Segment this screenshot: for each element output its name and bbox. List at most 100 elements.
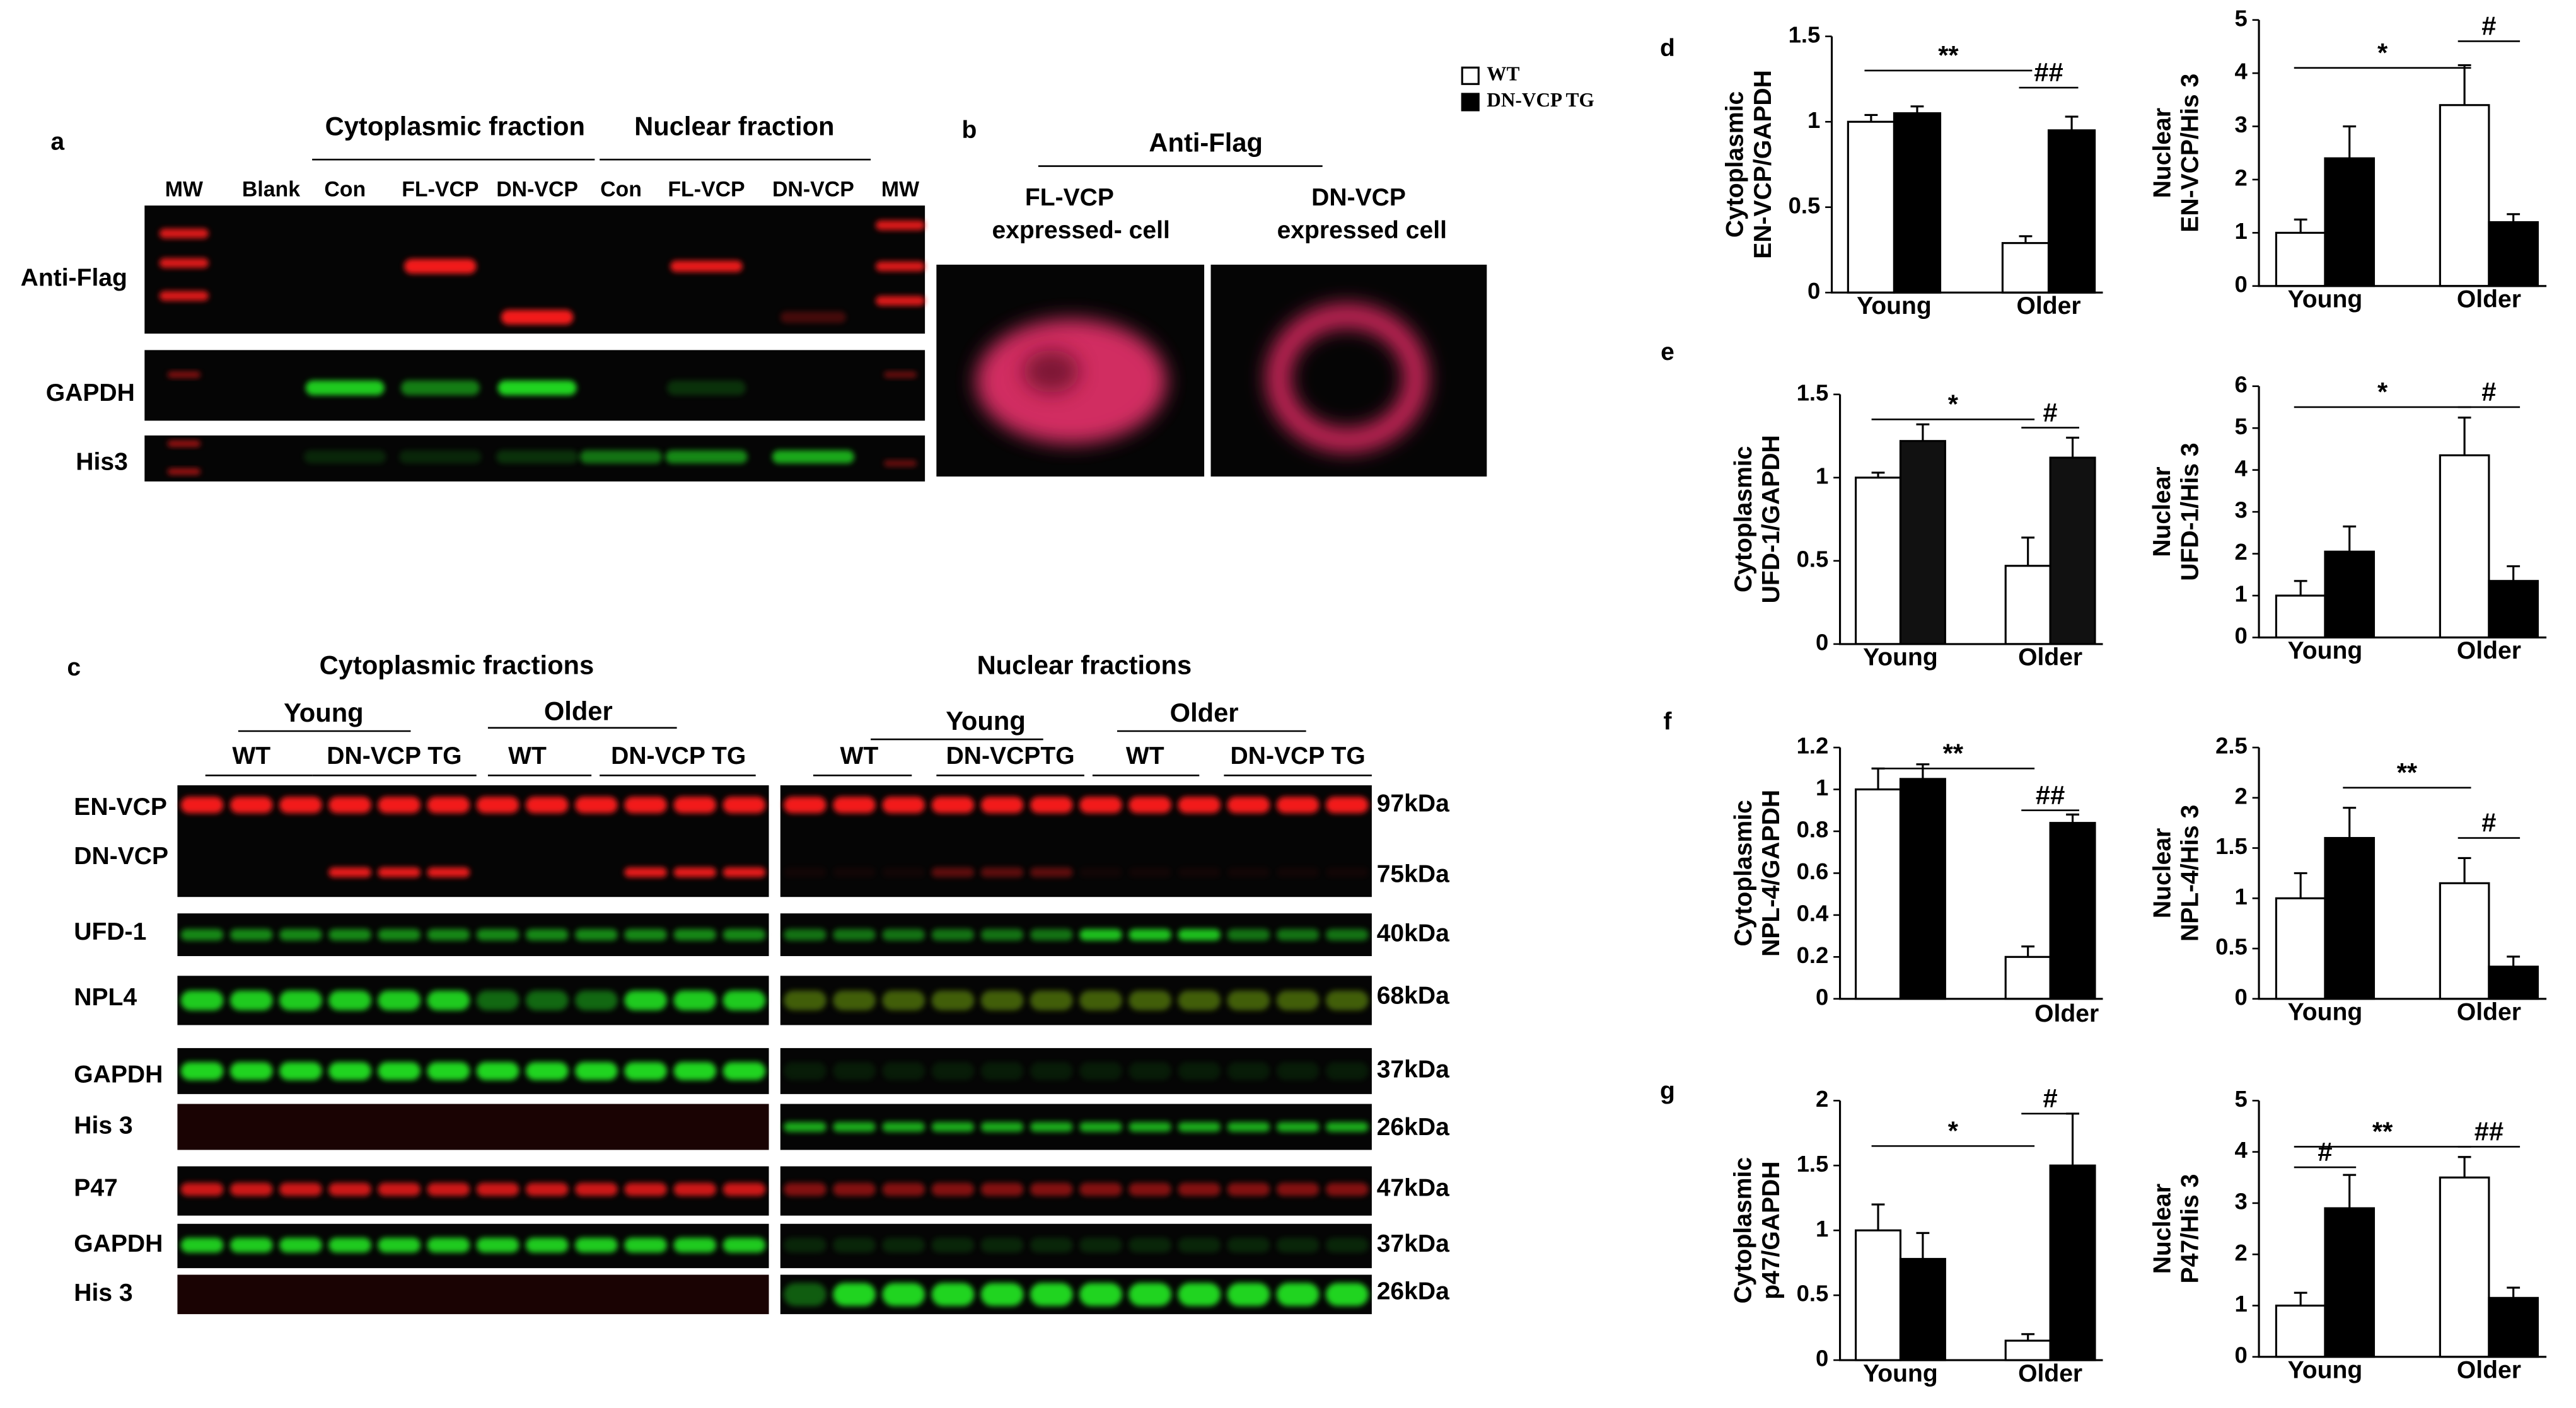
lane-label: DN-VCP xyxy=(496,178,578,202)
band xyxy=(328,929,371,941)
error-bar xyxy=(2294,1291,2307,1306)
panel-letter: c xyxy=(67,654,81,681)
y-tick-label: 1 xyxy=(1816,463,1828,488)
band xyxy=(722,1182,766,1196)
blot xyxy=(780,1047,1372,1094)
band xyxy=(180,1062,224,1080)
band xyxy=(328,867,371,877)
cell-label: expressed- cell xyxy=(992,217,1169,244)
y-tick-label: 0 xyxy=(2235,623,2248,649)
x-tick-label: Young xyxy=(2288,1357,2363,1384)
bar xyxy=(2001,242,2050,294)
band xyxy=(875,220,925,231)
error-bar xyxy=(2343,525,2357,552)
y-axis-label: EN-VCP/His 3 xyxy=(2177,74,2204,233)
error-bar xyxy=(2294,218,2307,233)
band xyxy=(525,797,569,814)
band xyxy=(1030,1122,1073,1132)
band xyxy=(780,311,847,323)
y-tick-label: 1 xyxy=(2235,884,2248,909)
error-bar xyxy=(2343,1174,2357,1209)
x-tick-label: Young xyxy=(1863,644,1938,671)
y-axis-label: EN-VCP/GAPDH xyxy=(1749,70,1777,259)
y-tick-label: 0 xyxy=(1816,984,1828,1010)
band xyxy=(1325,797,1369,814)
band xyxy=(882,1182,925,1196)
significance-label: ** xyxy=(1938,40,1959,70)
band xyxy=(1030,1182,1073,1196)
band xyxy=(722,1062,766,1080)
band xyxy=(722,929,766,941)
significance-label: # xyxy=(2481,377,2496,407)
band xyxy=(180,1182,224,1196)
band xyxy=(1227,867,1270,877)
group-label: WT xyxy=(232,742,270,770)
band xyxy=(1079,1182,1122,1196)
panel-letter: e xyxy=(1661,338,1674,366)
band xyxy=(1178,797,1221,814)
fraction-label: Cytoplasmic fractions xyxy=(320,650,595,679)
band xyxy=(931,1182,975,1196)
band xyxy=(1227,1122,1270,1132)
x-tick-label: Older xyxy=(2457,637,2521,664)
bar xyxy=(2488,966,2539,1000)
bar xyxy=(1855,788,1902,1000)
band xyxy=(882,797,925,814)
band xyxy=(1325,1182,1369,1196)
band xyxy=(1325,1122,1369,1132)
band xyxy=(159,258,209,268)
x-tick-label: Young xyxy=(2288,999,2363,1026)
band xyxy=(1276,867,1320,877)
band xyxy=(400,380,480,396)
error-bar xyxy=(2066,436,2079,458)
bar xyxy=(2324,550,2376,639)
size-label: 97kDa xyxy=(1377,790,1449,817)
y-tick-label: 3 xyxy=(2235,497,2248,523)
blot xyxy=(780,1104,1372,1150)
axis xyxy=(2258,20,2547,287)
band xyxy=(882,990,925,1010)
band xyxy=(180,990,224,1010)
y-tick-label: 2 xyxy=(2235,1240,2248,1266)
band xyxy=(980,1062,1024,1080)
size-label: 37kDa xyxy=(1377,1056,1449,1083)
size-label: 40kDa xyxy=(1377,920,1449,947)
band xyxy=(1227,797,1270,814)
band xyxy=(931,929,975,941)
y-axis-label: Cytoplasmic xyxy=(1722,91,1749,238)
band xyxy=(722,867,766,877)
y-axis-label: Nuclear xyxy=(2149,828,2176,918)
band xyxy=(229,1182,273,1196)
band xyxy=(1325,929,1369,941)
bar xyxy=(1899,778,1946,1000)
size-label: 26kDa xyxy=(1377,1114,1449,1141)
band xyxy=(1227,990,1270,1010)
group-label: WT xyxy=(1126,742,1164,770)
band xyxy=(575,990,618,1010)
band xyxy=(980,1283,1024,1307)
band xyxy=(279,929,322,941)
band xyxy=(1128,1237,1171,1253)
band xyxy=(1276,1062,1320,1080)
y-tick-label: 1 xyxy=(1807,107,1820,133)
band xyxy=(833,1283,876,1307)
band xyxy=(783,797,827,814)
age-label: Young xyxy=(946,706,1026,736)
band xyxy=(931,990,975,1010)
error-bar xyxy=(2021,1333,2035,1341)
band xyxy=(525,1182,569,1196)
cell-label: DN-VCP xyxy=(1311,184,1406,211)
band xyxy=(1030,929,1073,941)
band xyxy=(1128,1122,1171,1132)
band xyxy=(229,990,273,1010)
cell-label: FL-VCP xyxy=(1025,184,1114,211)
band xyxy=(1325,867,1369,877)
blot xyxy=(177,1104,769,1150)
significance-label: # xyxy=(2318,1137,2332,1167)
band xyxy=(229,797,273,814)
group-label: DN-VCPTG xyxy=(946,742,1075,770)
panel-letter: b xyxy=(962,117,977,144)
row-label: Anti-Flag xyxy=(21,265,127,292)
error-bar xyxy=(2457,64,2471,105)
